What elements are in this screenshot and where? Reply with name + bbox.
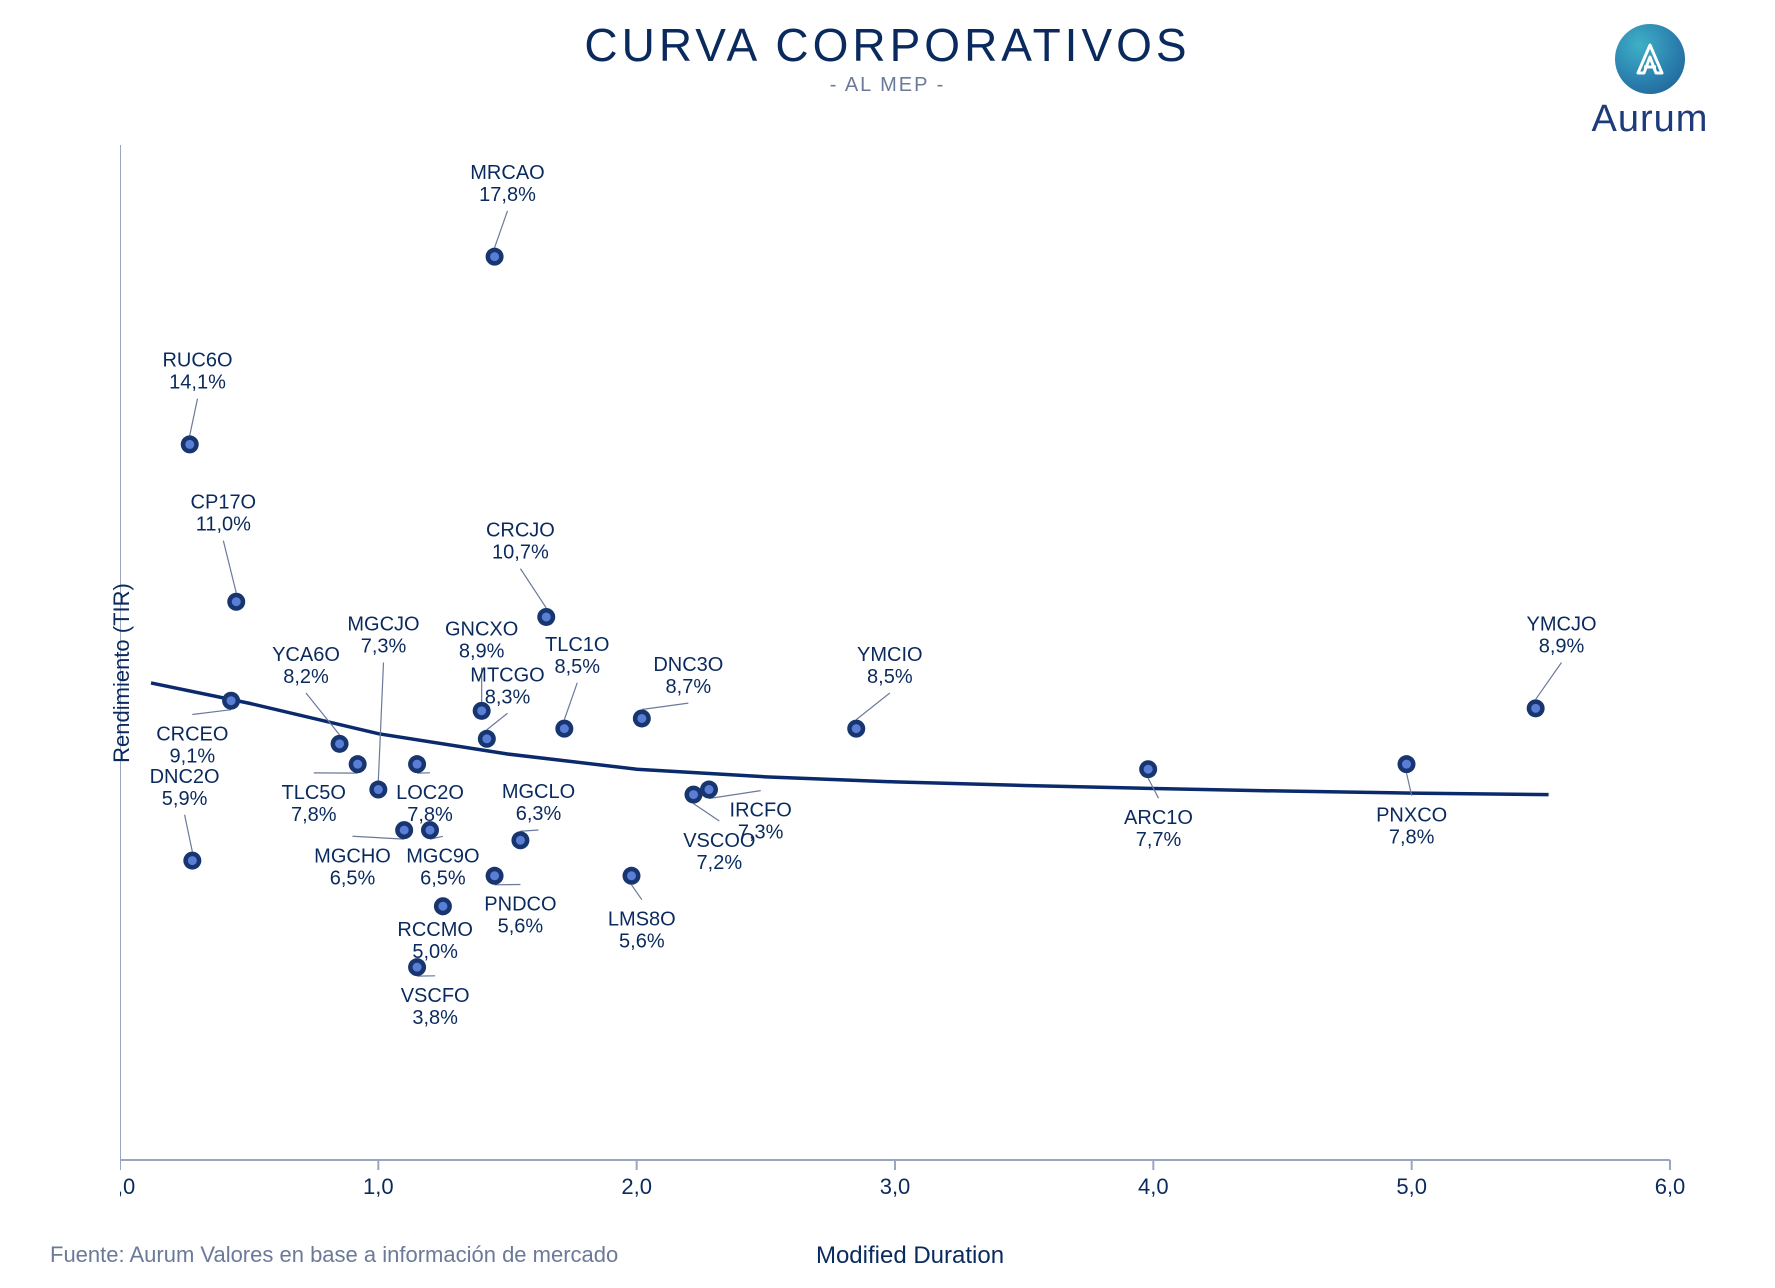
point-value: 5,9% [162, 788, 208, 810]
plot-svg: 0,01,02,03,04,05,06,00%2%4%6%8%10%12%14%… [120, 145, 1700, 1200]
point-value: 8,9% [1539, 636, 1585, 658]
point-value: 8,7% [666, 676, 712, 698]
point-value: 5,6% [498, 915, 544, 937]
point-value: 8,2% [283, 666, 329, 688]
point-value: 8,5% [554, 656, 600, 678]
plot-area: 0,01,02,03,04,05,06,00%2%4%6%8%10%12%14%… [120, 145, 1700, 1200]
x-tick-label: 1,0 [363, 1174, 394, 1199]
point-label: CP17O [191, 492, 257, 514]
x-tick-label: 0,0 [120, 1174, 135, 1199]
chart-title: CURVA CORPORATIVOS [0, 18, 1775, 72]
point-label: IRCFO [730, 800, 792, 822]
point-value: 6,3% [516, 803, 562, 825]
point-label: MGCHO [314, 845, 391, 867]
point-label: LOC2O [396, 782, 464, 804]
point-label: MRCAO [470, 162, 544, 184]
brand-logo-text: Aurum [1565, 98, 1735, 141]
point-value: 9,1% [170, 745, 216, 767]
brand-logo: Aurum [1565, 24, 1735, 141]
point-label: PNDCO [484, 893, 556, 915]
trend-line [151, 683, 1549, 795]
point-value: 7,3% [738, 822, 784, 844]
point-value: 7,7% [1136, 829, 1182, 851]
point-label: TLC1O [545, 634, 609, 656]
point-label: RUC6O [162, 350, 232, 372]
point-label: MGCLO [502, 781, 575, 803]
point-value: 8,9% [459, 641, 505, 663]
point-label: LMS8O [608, 909, 676, 931]
x-tick-label: 2,0 [621, 1174, 652, 1199]
point-label: CRCJO [486, 520, 555, 542]
y-axis-title: Rendimiento (TIR) [109, 583, 135, 763]
point-value: 11,0% [196, 514, 251, 536]
point-label: MGCJO [347, 614, 419, 636]
point-value: 6,5% [420, 867, 466, 889]
brand-logo-icon [1615, 24, 1685, 94]
point-label: YMCIO [857, 644, 923, 666]
chart-subtitle: - AL MEP - [0, 74, 1775, 97]
point-label: VSCFO [401, 985, 470, 1007]
point-value: 5,6% [619, 931, 665, 953]
source-note: Fuente: Aurum Valores en base a informac… [50, 1242, 618, 1268]
point-label: YMCJO [1527, 614, 1597, 636]
point-label: RCCMO [397, 919, 473, 941]
point-label: CRCEO [156, 723, 228, 745]
point-label: GNCXO [445, 619, 518, 641]
chart-container: CURVA CORPORATIVOS - AL MEP - Aurum 0,0 1… [0, 0, 1775, 1288]
point-value: 10,7% [492, 542, 549, 564]
point-value: 8,5% [867, 666, 913, 688]
point-label: TLC5O [282, 782, 346, 804]
x-tick-label: 3,0 [880, 1174, 911, 1199]
x-tick-label: 4,0 [1138, 1174, 1169, 1199]
x-axis-title: Modified Duration [816, 1242, 1004, 1270]
point-value: 7,8% [291, 804, 337, 826]
point-label: DNC3O [653, 654, 723, 676]
point-value: 7,3% [361, 636, 407, 658]
point-value: 7,8% [1389, 827, 1435, 849]
point-label: YCA6O [272, 644, 340, 666]
point-label: MTCGO [470, 664, 544, 686]
point-value: 7,2% [697, 852, 743, 874]
point-value: 17,8% [479, 184, 536, 206]
point-label: ARC1O [1124, 807, 1193, 829]
point-label: PNXCO [1376, 805, 1447, 827]
point-label: MGC9O [406, 845, 479, 867]
point-label: DNC2O [150, 766, 220, 788]
x-tick-label: 5,0 [1396, 1174, 1427, 1199]
point-value: 3,8% [412, 1007, 458, 1029]
point-value: 6,5% [330, 867, 376, 889]
point-value: 8,3% [485, 686, 531, 708]
x-tick-label: 6,0 [1655, 1174, 1686, 1199]
point-value: 14,1% [169, 372, 226, 394]
